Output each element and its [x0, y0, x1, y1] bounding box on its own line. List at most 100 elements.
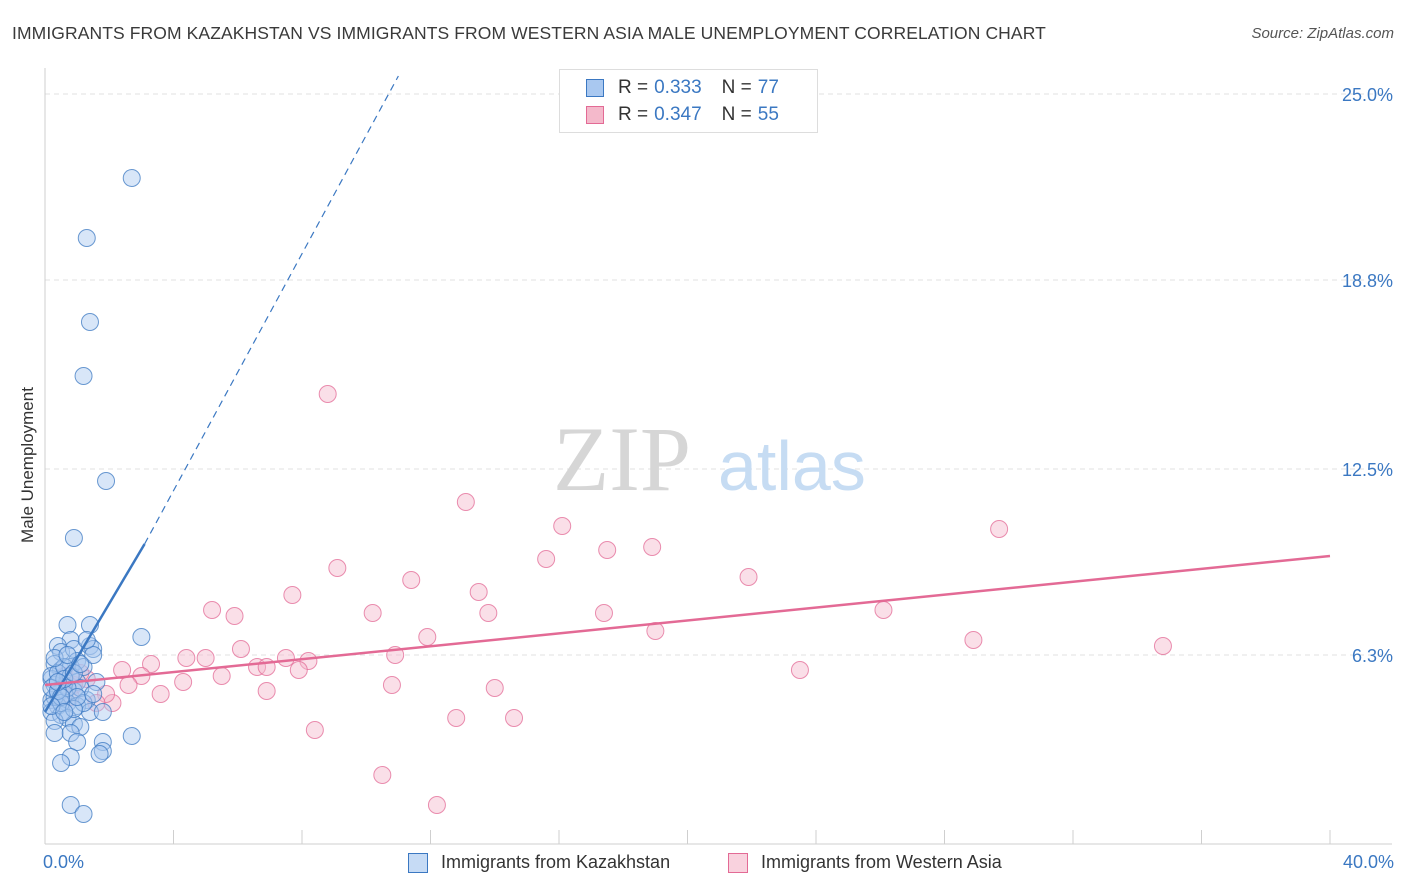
legend-swatch-blue — [586, 79, 604, 97]
western-asia-point — [790, 661, 809, 679]
y-tick-label: 25.0% — [1342, 85, 1393, 105]
kazakhstan-point — [84, 640, 103, 658]
western-asia-point — [151, 685, 170, 703]
western-asia-point — [553, 517, 572, 535]
western-asia-point — [964, 631, 983, 649]
kazakhstan-point — [77, 229, 96, 247]
kazakhstan-point — [74, 658, 93, 676]
western-asia-point — [447, 709, 466, 727]
western-asia-point — [382, 676, 401, 694]
legend-row-western-asia: R = 0.347 N = 55 — [586, 104, 779, 126]
western-asia-point — [225, 607, 244, 625]
western-asia-point — [318, 385, 337, 403]
western-asia-point — [119, 676, 138, 694]
y-tick-label: 6.3% — [1352, 646, 1393, 666]
western-asia-point — [174, 673, 193, 691]
y-tick-label: 12.5% — [1342, 460, 1393, 480]
western-asia-point — [257, 682, 276, 700]
kazakhstan-point — [93, 703, 112, 721]
western-asia-point — [505, 709, 524, 727]
western-asia-point — [874, 601, 893, 619]
western-asia-point — [1153, 637, 1172, 655]
western-asia-point — [196, 649, 215, 667]
western-asia-point — [328, 559, 347, 577]
kazakhstan-point — [122, 169, 141, 187]
correlation-legend: R = 0.333 N = 77 R = 0.347 N = 55 — [559, 69, 818, 133]
western-asia-point — [469, 583, 488, 601]
y-tick-labels: 6.3% 12.5% 18.8% 25.0% — [1342, 85, 1393, 666]
kazakhstan-point — [68, 688, 87, 706]
western-asia-point — [594, 604, 613, 622]
kazakhstan-point — [64, 700, 83, 718]
trend-lines — [43, 75, 1331, 713]
kazakhstan-point — [45, 724, 64, 742]
kazakhstan-point — [87, 673, 106, 691]
western-asia-point — [485, 679, 504, 697]
kazakhstan-point — [64, 529, 83, 547]
kazakhstan-point — [58, 646, 77, 664]
scatter-points — [42, 169, 1172, 823]
legend-swatch-pink — [728, 852, 748, 873]
y-axis-label: Male Unemployment — [18, 387, 37, 543]
legend-label: Immigrants from Kazakhstan — [441, 852, 671, 872]
kazakhstan-point — [68, 733, 87, 751]
western-asia-point — [373, 766, 392, 784]
western-asia-point — [598, 541, 617, 559]
kazakhstan-point — [61, 796, 80, 814]
western-asia-point — [97, 685, 116, 703]
western-asia-point — [739, 568, 758, 586]
kazakhstan-point — [52, 754, 71, 772]
kazakhstan-point — [132, 628, 151, 646]
r-label: R = — [618, 77, 649, 98]
kazakhstan-point — [97, 472, 116, 490]
legend-swatch-pink — [586, 106, 604, 124]
n-value: 77 — [757, 77, 779, 98]
y-tick-label: 18.8% — [1342, 271, 1393, 291]
kazakhstan-trend-extension — [144, 75, 399, 545]
western-asia-point — [231, 640, 250, 658]
legend-row-kazakhstan: R = 0.333 N = 77 — [586, 77, 779, 99]
western-asia-point — [427, 796, 446, 814]
western-asia-point — [142, 655, 161, 673]
kazakhstan-point — [90, 745, 109, 763]
legend-label: Immigrants from Western Asia — [761, 852, 1002, 872]
watermark-atlas: atlas — [718, 427, 866, 505]
source-label: Source: ZipAtlas.com — [1251, 25, 1394, 42]
kazakhstan-point — [84, 646, 103, 664]
legend-swatch-blue — [408, 852, 428, 873]
kazakhstan-point — [93, 742, 112, 760]
r-value: 0.333 — [654, 77, 702, 98]
western-asia-point — [643, 538, 662, 556]
n-label: N = — [721, 77, 752, 98]
western-asia-point — [418, 628, 437, 646]
kazakhstan-point — [61, 724, 80, 742]
legend-item-kazakhstan[interactable]: Immigrants from Kazakhstan — [408, 852, 670, 873]
r-label: R = — [618, 104, 649, 125]
western-asia-trend-line — [44, 554, 1331, 687]
western-asia-point — [212, 667, 231, 685]
western-asia-point — [990, 520, 1009, 538]
n-label: N = — [721, 104, 752, 125]
x-tick-label-max: 40.0% — [1342, 852, 1394, 872]
kazakhstan-point — [71, 718, 90, 736]
r-value: 0.347 — [654, 104, 702, 125]
western-asia-point — [363, 604, 382, 622]
western-asia-point — [177, 649, 196, 667]
kazakhstan-point — [61, 748, 80, 766]
kazakhstan-point — [74, 805, 93, 823]
western-asia-point — [456, 493, 475, 511]
legend-item-western-asia[interactable]: Immigrants from Western Asia — [728, 852, 1002, 873]
kazakhstan-point — [84, 685, 103, 703]
kazakhstan-point — [122, 727, 141, 745]
western-asia-point — [299, 652, 318, 670]
western-asia-point — [479, 604, 498, 622]
western-asia-point — [305, 721, 324, 739]
western-asia-point — [289, 661, 308, 679]
n-value: 55 — [757, 104, 779, 125]
western-asia-point — [276, 649, 295, 667]
western-asia-point — [537, 550, 556, 568]
western-asia-point — [283, 586, 302, 604]
watermark: ZIP atlas — [553, 408, 866, 510]
western-asia-point — [203, 601, 222, 619]
